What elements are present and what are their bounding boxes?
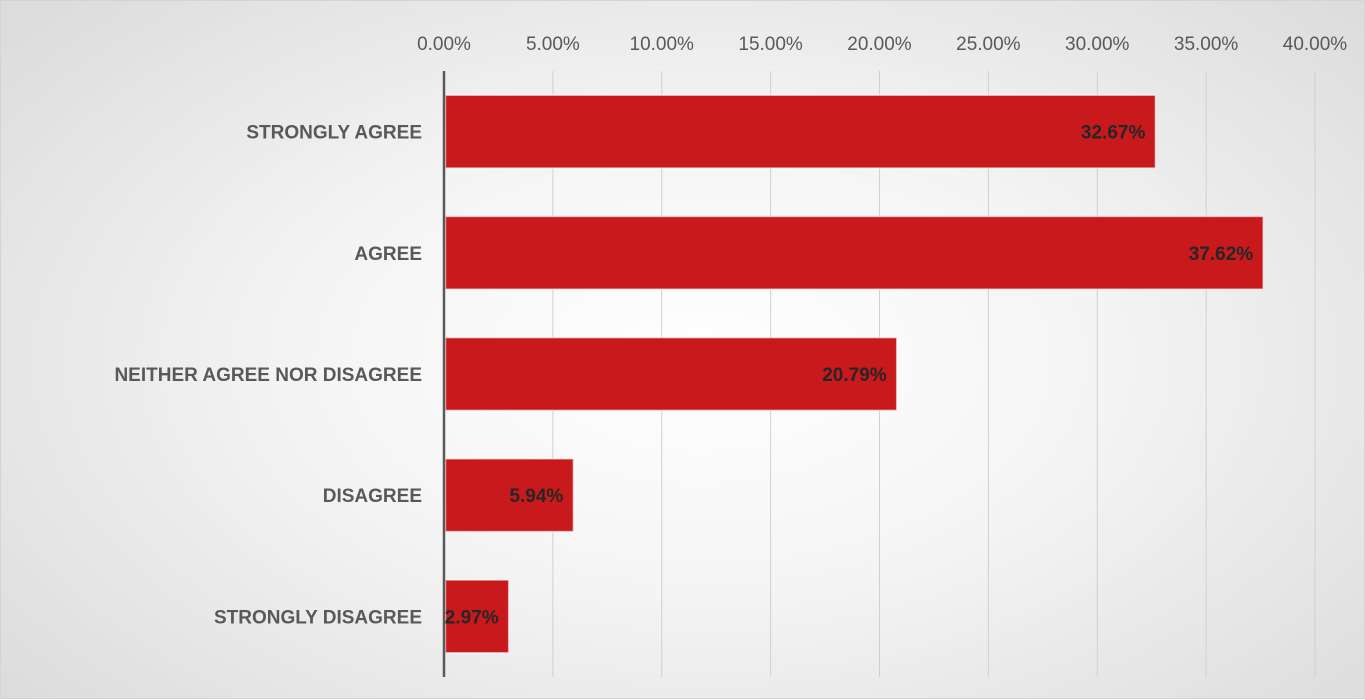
x-tick-label: 35.00% [1174, 34, 1239, 55]
bar [444, 94, 1157, 169]
category-label: STRONGLY AGREE [246, 123, 422, 144]
data-label: 2.97% [445, 607, 499, 628]
x-tick-label: 40.00% [1283, 34, 1348, 55]
bars [444, 94, 1264, 654]
x-tick-label: 15.00% [738, 34, 803, 55]
x-tick-label: 30.00% [1065, 34, 1130, 55]
category-label: NEITHER AGREE NOR DISAGREE [114, 365, 422, 386]
category-label: STRONGLY DISAGREE [214, 607, 422, 628]
data-label: 5.94% [509, 486, 563, 507]
bar [444, 215, 1264, 290]
bar [444, 579, 510, 654]
bar [444, 458, 575, 533]
x-tick-label: 5.00% [526, 34, 580, 55]
x-tick-label: 20.00% [847, 34, 912, 55]
data-labels: 32.67% 37.62% 20.79% 5.94% 2.97% [445, 123, 1253, 629]
x-tick-labels: 0.00% 5.00% 10.00% 15.00% 20.00% 25.00% 30.00%… [417, 34, 1347, 55]
data-label: 37.62% [1189, 244, 1254, 265]
x-tick-label: 0.00% [417, 34, 471, 55]
x-tick-label: 25.00% [956, 34, 1021, 55]
bar [444, 336, 898, 412]
data-label: 20.79% [822, 365, 887, 386]
data-label: 32.67% [1081, 123, 1146, 144]
category-label: AGREE [354, 244, 422, 265]
x-tick-label: 10.00% [630, 34, 695, 55]
category-label: DISAGREE [323, 486, 422, 507]
category-labels: STRONGLY AGREE AGREE NEITHER AGREE NOR DIS… [114, 123, 422, 629]
